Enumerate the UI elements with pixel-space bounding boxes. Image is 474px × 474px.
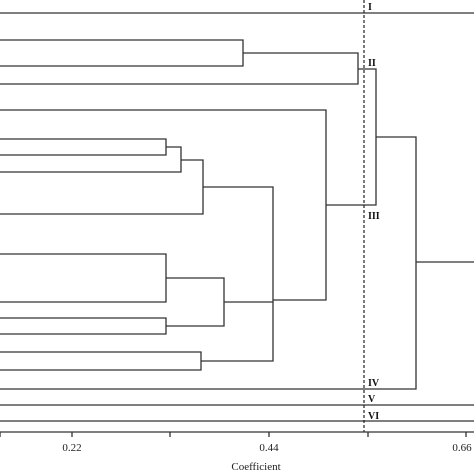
group-label-III: III bbox=[368, 211, 380, 222]
branch-d4 bbox=[0, 351, 202, 371]
x-tick-label-0.44: 0.44 bbox=[259, 442, 279, 454]
x-tick-label-0.22: 0.22 bbox=[62, 442, 81, 454]
branch-d3 bbox=[166, 277, 225, 327]
branch-c1 bbox=[0, 138, 167, 156]
branch-d2 bbox=[0, 317, 167, 335]
x-tick-label-0.66: 0.66 bbox=[452, 442, 472, 454]
dendrogram-branches bbox=[0, 12, 474, 422]
group-label-II: II bbox=[368, 58, 376, 69]
branch-group-II bbox=[0, 52, 359, 85]
group-labels: I II III IV V VI bbox=[368, 2, 380, 422]
group-label-VI: VI bbox=[368, 411, 379, 422]
branch-d1 bbox=[0, 253, 167, 303]
x-axis: 0.22 0.44 0.66 Coefficient bbox=[0, 431, 474, 473]
group-label-I: I bbox=[368, 2, 372, 13]
group-label-IV: IV bbox=[368, 378, 380, 389]
x-axis-title: Coefficient bbox=[231, 461, 280, 473]
branch-cd bbox=[203, 186, 274, 302]
branch-group-IV bbox=[0, 136, 417, 390]
branch-c2 bbox=[0, 146, 182, 173]
branch-II-III bbox=[326, 68, 377, 206]
branch-d5 bbox=[201, 301, 274, 362]
group-label-V: V bbox=[368, 394, 376, 405]
branch-c3 bbox=[0, 159, 204, 215]
branch-a-pair bbox=[0, 39, 244, 67]
